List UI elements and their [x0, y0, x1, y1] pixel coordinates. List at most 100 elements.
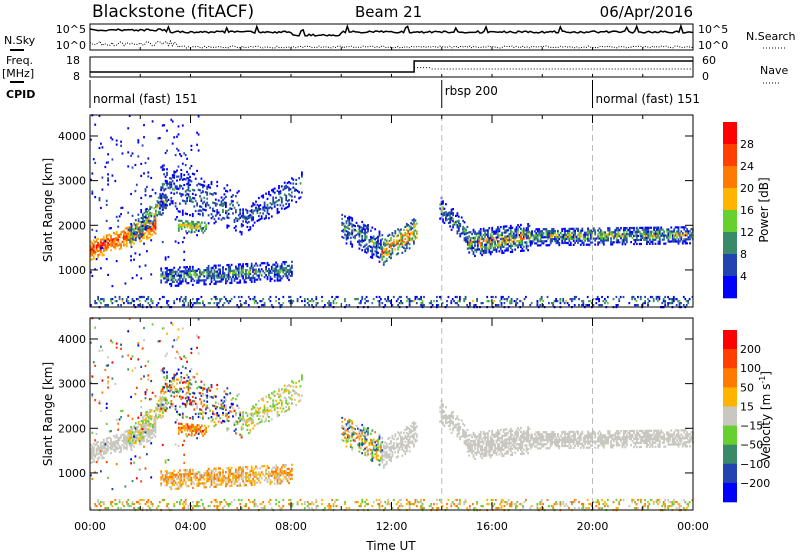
echo-cell: [177, 428, 180, 431]
echo-cell: [581, 239, 584, 242]
echo-cell: [497, 242, 499, 245]
echo-cell: [132, 236, 134, 239]
echo-cell: [557, 238, 559, 241]
echo-cell: [97, 243, 99, 247]
echo-cell: [200, 227, 203, 230]
echo-cell: [173, 377, 176, 380]
echo-cell: [285, 202, 288, 205]
echo-cell: [180, 172, 183, 176]
echo-cell: [127, 300, 130, 303]
echo-cell: [658, 228, 661, 231]
echo-cell: [95, 240, 98, 243]
echo-cell: [478, 248, 481, 251]
echo-cell: [673, 234, 676, 237]
echo-cell: [408, 227, 411, 230]
echo-cell: [671, 298, 674, 301]
echo-cell: [250, 262, 253, 265]
echo-cell: [207, 407, 210, 410]
echo-cell: [91, 242, 94, 245]
echo-cell: [131, 152, 134, 155]
echo-cell: [199, 412, 201, 415]
echo-cell: [664, 242, 667, 245]
echo-cell: [641, 304, 644, 307]
echo-cell: [180, 174, 183, 178]
echo-cell: [468, 231, 471, 234]
echo-cell: [222, 407, 224, 411]
echo-cell: [258, 471, 260, 474]
echo-cell: [247, 477, 250, 481]
echo-cell: [408, 233, 411, 236]
echo-cell: [502, 245, 505, 248]
echo-cell: [514, 248, 517, 251]
echo-cell: [166, 267, 168, 270]
echo-cell: [481, 242, 483, 245]
echo-cell: [90, 271, 92, 274]
echo-cell: [187, 392, 190, 395]
echo-cell: [212, 477, 214, 480]
echo-cell: [91, 461, 94, 464]
echo-cell: [388, 249, 391, 253]
echo-cell: [377, 237, 379, 240]
echo-cell: [95, 441, 98, 444]
echo-cell: [367, 246, 369, 249]
echo-cell: [115, 139, 118, 142]
echo-cell: [230, 279, 233, 282]
echo-cell: [600, 229, 602, 232]
echo-cell: [147, 209, 150, 212]
echo-cell: [270, 468, 273, 471]
echo-cell: [196, 204, 198, 207]
echo-cell: [564, 235, 566, 239]
echo-cell: [681, 234, 684, 237]
echo-cell: [685, 300, 688, 303]
echo-cell: [520, 241, 522, 244]
echo-cell: [143, 435, 145, 438]
echo-cell: [564, 231, 566, 234]
echo-cell: [95, 449, 98, 452]
echo-cell: [485, 245, 488, 248]
echo-cell: [494, 240, 496, 243]
echo-cell: [193, 230, 196, 234]
echo-cell: [388, 255, 391, 259]
echo-cell: [522, 233, 525, 236]
echo-cell: [191, 188, 194, 191]
echo-cell: [259, 481, 262, 484]
echo-cell: [669, 234, 671, 237]
echo-cell: [125, 300, 128, 303]
echo-cell: [110, 438, 112, 441]
echo-cell: [301, 171, 303, 174]
echo-cell: [171, 481, 174, 484]
echo-cell: [233, 480, 236, 483]
echo-cell: [105, 236, 108, 239]
echo-cell: [193, 279, 196, 282]
echo-cell: [91, 449, 94, 452]
echo-cell: [440, 298, 443, 301]
echo-cell: [245, 269, 247, 272]
echo-cell: [214, 407, 217, 410]
echo-cell: [687, 238, 690, 241]
echo-cell: [173, 379, 176, 382]
echo-cell: [183, 469, 186, 472]
echo-cell: [227, 208, 230, 211]
echo-cell: [567, 235, 569, 238]
echo-cell: [250, 467, 253, 470]
echo-cell: [243, 418, 246, 421]
echo-cell: [216, 211, 219, 214]
echo-cell: [375, 295, 378, 299]
echo-cell: [98, 197, 101, 200]
echo-cell: [180, 380, 183, 383]
echo-cell: [239, 433, 242, 436]
echo-cell: [686, 230, 688, 233]
echo-cell: [194, 273, 197, 276]
echo-cell: [130, 448, 133, 451]
echo-cell: [527, 227, 529, 230]
echo-cell: [186, 176, 188, 180]
echo-cell: [562, 298, 565, 301]
echo-cell: [247, 417, 250, 421]
echo-cell: [147, 418, 150, 421]
echo-cell: [507, 243, 509, 246]
echo-cell: [525, 241, 528, 244]
echo-cell: [207, 267, 210, 270]
echo-cell: [489, 235, 492, 238]
echo-cell: [253, 280, 256, 283]
echo-cell: [286, 206, 289, 209]
